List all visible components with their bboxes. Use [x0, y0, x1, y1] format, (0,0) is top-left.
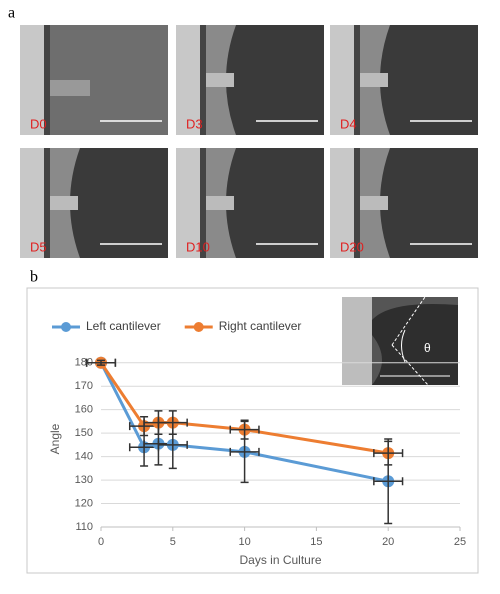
x-error-bar [157, 440, 188, 449]
x-error-bar [157, 418, 188, 427]
micrograph: D5 [20, 148, 168, 258]
inset-label: θ [424, 341, 431, 355]
micrograph-bulb [226, 148, 324, 258]
micrograph-label: D10 [186, 239, 210, 254]
y-tick-label: 120 [75, 497, 93, 509]
micrograph-cantilever [206, 196, 234, 210]
inset-angle-line [391, 344, 429, 386]
micrograph-grid: D0 D3 D4 D5 D10 D20 [20, 25, 478, 258]
micrograph-bulb [380, 148, 478, 258]
micrograph: D10 [176, 148, 324, 258]
panel-label: a [8, 5, 15, 22]
inset-bulb [372, 304, 458, 385]
micrograph-wall [354, 148, 360, 258]
y-axis-title: Angle [48, 423, 62, 454]
micrograph-bulb [226, 25, 324, 135]
x-tick-label: 0 [98, 536, 104, 548]
x-error-bar [229, 447, 260, 456]
y-tick-label: 170 [75, 380, 93, 392]
y-tick-label: 140 [75, 451, 93, 463]
micrograph-label: D3 [186, 116, 203, 131]
micrograph-label: D5 [30, 239, 47, 254]
legend-label: Right cantilever [219, 319, 302, 333]
micrograph-cantilever [360, 196, 388, 210]
micrograph: D0 [20, 25, 168, 135]
x-tick-label: 25 [454, 536, 466, 548]
x-error-bar [229, 425, 260, 434]
inset-arc [401, 329, 406, 363]
plot: 110 120 130 140 150 160 170 180 0 5 10 15 20 25 Days i… [48, 319, 466, 567]
micrograph-label: D0 [30, 116, 47, 131]
micrograph: D20 [330, 148, 478, 258]
micrograph-wall [354, 25, 360, 135]
micrograph-cantilever [50, 80, 90, 96]
x-tick-label: 15 [310, 536, 322, 548]
inset-channel [342, 297, 372, 385]
micrograph-wall [44, 25, 50, 135]
y-tick-label: 150 [75, 427, 93, 439]
micrograph-cantilever [360, 73, 388, 87]
x-error-bar [373, 449, 404, 458]
micrograph: D4 [330, 25, 478, 135]
micrograph-wall [200, 25, 206, 135]
micrograph-label: D4 [340, 116, 357, 131]
y-tick-label: 160 [75, 404, 93, 416]
x-tick-label: 10 [238, 536, 250, 548]
inset-image: θ [342, 296, 458, 386]
legend-marker [193, 322, 204, 332]
micrograph: D3 [176, 25, 324, 135]
micrograph-wall [200, 148, 206, 258]
micrograph-wall [44, 148, 50, 258]
x-tick-label: 20 [382, 536, 394, 548]
y-tick-label: 130 [75, 474, 93, 486]
x-tick-label: 5 [170, 536, 176, 548]
panel-label: b [30, 269, 38, 286]
x-error-bar [85, 358, 117, 367]
x-axis-title: Days in Culture [239, 553, 321, 567]
y-tick-label: 110 [75, 521, 93, 533]
micrograph-label: D20 [340, 239, 364, 254]
legend-marker [61, 322, 71, 332]
micrograph-bulb [380, 25, 478, 135]
legend-label: Left cantilever [86, 319, 161, 333]
x-error-bar [373, 477, 404, 486]
y-tick-label: 180 [75, 357, 93, 369]
micrograph-cantilever [206, 73, 234, 87]
micrograph-cantilever [50, 196, 78, 210]
micrograph-bulb [70, 148, 168, 258]
